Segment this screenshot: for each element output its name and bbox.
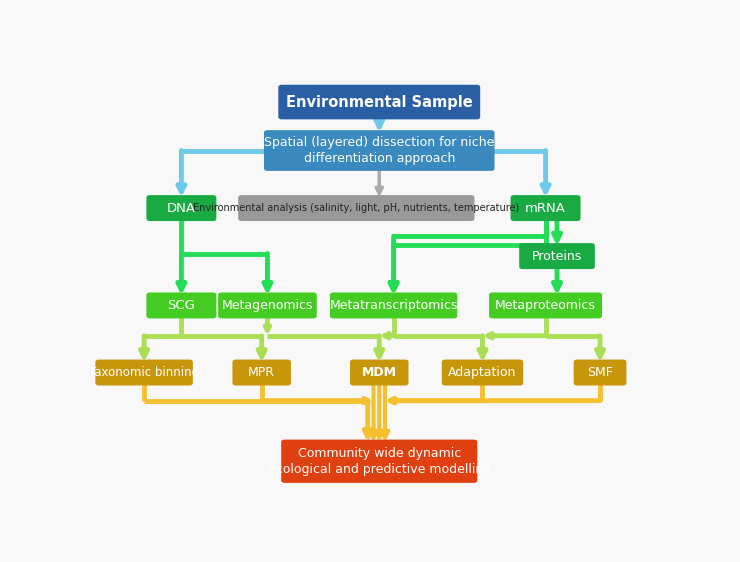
Text: Taxonomic binning: Taxonomic binning (89, 366, 199, 379)
FancyBboxPatch shape (147, 292, 216, 319)
Text: Adaptation: Adaptation (448, 366, 517, 379)
Text: Metatranscriptomics: Metatranscriptomics (329, 299, 458, 312)
Text: MDM: MDM (362, 366, 397, 379)
Text: Community wide dynamic
ecological and predictive modelling: Community wide dynamic ecological and pr… (268, 447, 491, 476)
Text: Environmental analysis (salinity, light, pH, nutrients, temperature): Environmental analysis (salinity, light,… (193, 203, 519, 213)
Text: SCG: SCG (167, 299, 195, 312)
FancyBboxPatch shape (519, 243, 595, 269)
Text: DNA: DNA (167, 202, 196, 215)
Text: SMF: SMF (587, 366, 613, 379)
FancyBboxPatch shape (218, 292, 317, 319)
FancyBboxPatch shape (442, 360, 523, 386)
FancyBboxPatch shape (232, 360, 291, 386)
FancyBboxPatch shape (574, 360, 627, 386)
FancyBboxPatch shape (350, 360, 408, 386)
Text: MPR: MPR (248, 366, 275, 379)
FancyBboxPatch shape (264, 130, 494, 171)
FancyBboxPatch shape (95, 360, 193, 386)
Text: Proteins: Proteins (532, 250, 582, 262)
FancyBboxPatch shape (489, 292, 602, 319)
FancyBboxPatch shape (330, 292, 457, 319)
FancyBboxPatch shape (511, 195, 581, 221)
Text: Environmental Sample: Environmental Sample (286, 94, 473, 110)
Text: Metagenomics: Metagenomics (222, 299, 313, 312)
FancyBboxPatch shape (147, 195, 216, 221)
Text: Spatial (layered) dissection for niche
differentiation approach: Spatial (layered) dissection for niche d… (264, 136, 494, 165)
FancyBboxPatch shape (278, 85, 480, 119)
Text: Metaproteomics: Metaproteomics (495, 299, 596, 312)
FancyBboxPatch shape (238, 195, 474, 221)
FancyBboxPatch shape (281, 439, 477, 483)
Text: mRNA: mRNA (525, 202, 566, 215)
